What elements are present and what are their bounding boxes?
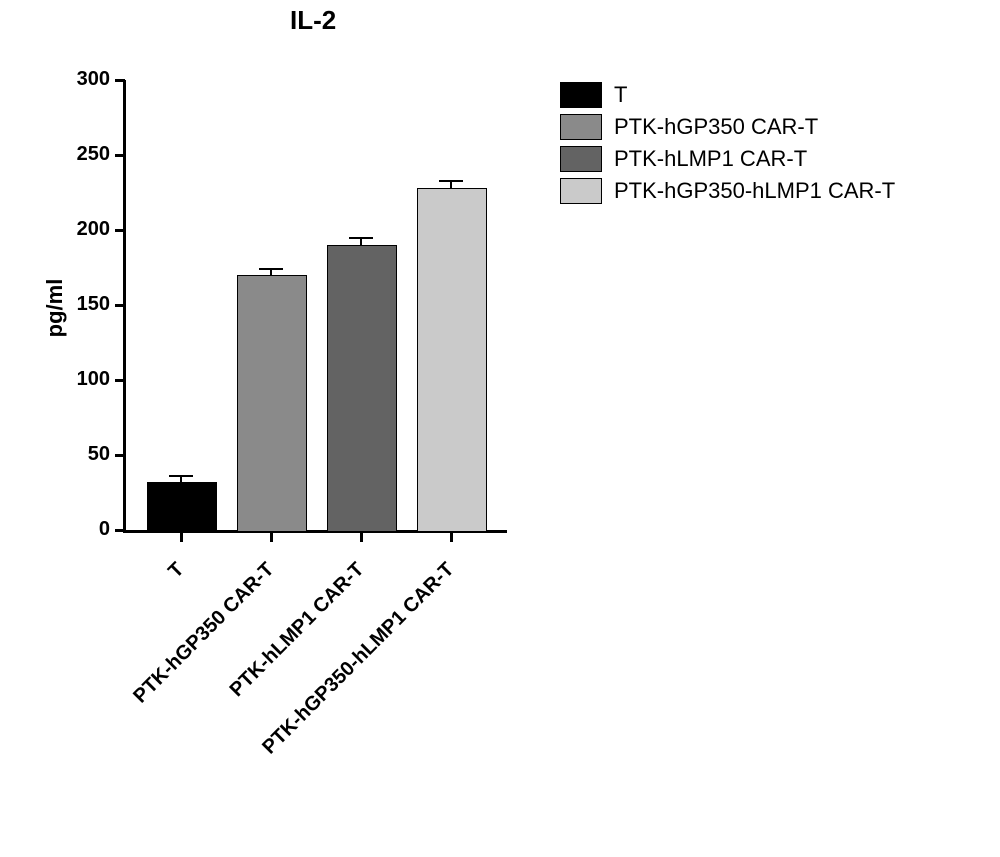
- error-bar-cap: [169, 475, 193, 477]
- x-tick-mark: [450, 532, 453, 542]
- y-tick-mark: [115, 154, 125, 157]
- legend-swatch: [560, 178, 602, 204]
- error-bar-cap: [349, 237, 373, 239]
- y-tick-label: 100: [55, 368, 110, 391]
- bar: [237, 275, 307, 532]
- y-tick-mark: [115, 304, 125, 307]
- y-tick-label: 50: [55, 443, 110, 466]
- y-tick-label: 250: [55, 143, 110, 166]
- y-tick-label: 300: [55, 68, 110, 91]
- legend-label: PTK-hGP350-hLMP1 CAR-T: [614, 178, 895, 204]
- y-tick-mark: [115, 529, 125, 532]
- bar: [327, 245, 397, 532]
- error-bar-cap: [439, 180, 463, 182]
- error-bar-line: [450, 181, 452, 189]
- legend-item: PTK-hGP350 CAR-T: [560, 114, 895, 140]
- legend-label: PTK-hGP350 CAR-T: [614, 114, 818, 140]
- legend: T PTK-hGP350 CAR-T PTK-hLMP1 CAR-T PTK-hGP3…: [560, 82, 895, 210]
- bar: [147, 482, 217, 532]
- y-tick-label: 150: [55, 293, 110, 316]
- error-bar-line: [360, 238, 362, 246]
- chart-title: IL-2: [290, 5, 336, 36]
- legend-swatch: [560, 146, 602, 172]
- y-tick-label: 0: [55, 518, 110, 541]
- x-tick-mark: [360, 532, 363, 542]
- x-tick-mark: [270, 532, 273, 542]
- error-bar-cap: [259, 268, 283, 270]
- legend-item: PTK-hGP350-hLMP1 CAR-T: [560, 178, 895, 204]
- legend-swatch: [560, 82, 602, 108]
- y-tick-mark: [115, 454, 125, 457]
- legend-swatch: [560, 114, 602, 140]
- x-tick-mark: [180, 532, 183, 542]
- y-tick-mark: [115, 379, 125, 382]
- legend-item: PTK-hLMP1 CAR-T: [560, 146, 895, 172]
- legend-item: T: [560, 82, 895, 108]
- y-tick-mark: [115, 229, 125, 232]
- legend-label: PTK-hLMP1 CAR-T: [614, 146, 807, 172]
- legend-label: T: [614, 82, 627, 108]
- bar: [417, 188, 487, 532]
- y-tick-label: 200: [55, 218, 110, 241]
- chart-container: IL-2 pg/ml 050100150200250300 TPTK-hGP35…: [0, 0, 1000, 857]
- y-tick-mark: [115, 79, 125, 82]
